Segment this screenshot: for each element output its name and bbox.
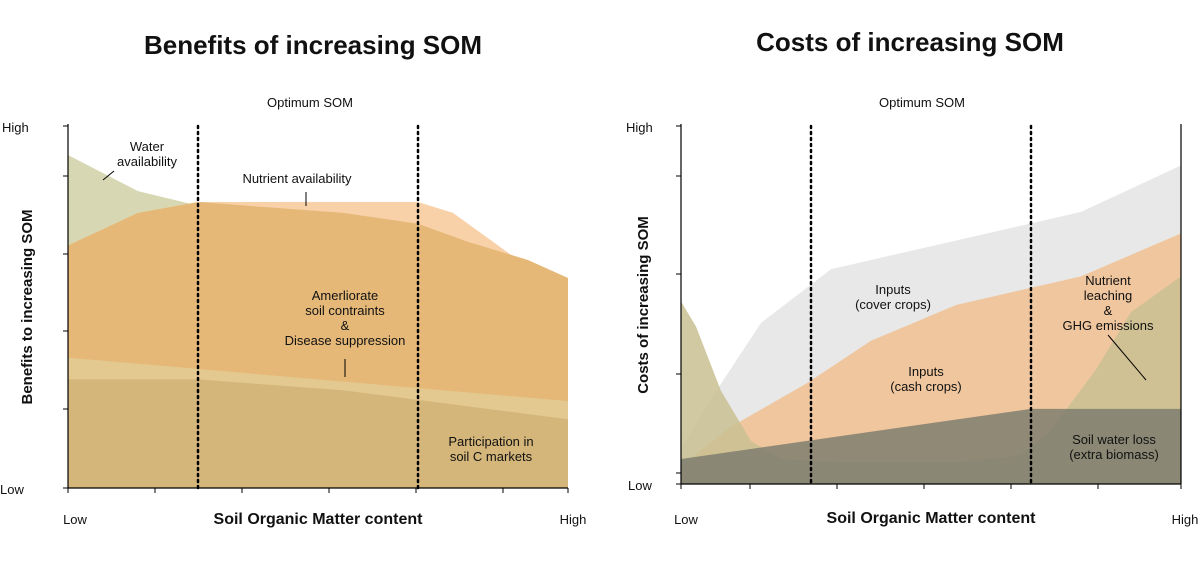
series-label-0: Water availability xyxy=(117,139,177,169)
series-label-1: Nutrient availability xyxy=(242,171,352,186)
chart-title-benefits: Benefits of increasing SOM xyxy=(143,30,483,60)
x-axis-title: Soil Organic Matter content xyxy=(214,511,424,528)
x-axis-title: Soil Organic Matter content xyxy=(827,510,1037,527)
x-tick-label-high: High xyxy=(1172,512,1199,527)
y-axis-title: Costs of increasing SOM xyxy=(635,216,652,394)
series-label-0: Inputs (cover crops) xyxy=(855,282,931,312)
area-series-4 xyxy=(68,379,568,488)
optimum-label: Optimum SOM xyxy=(267,95,353,110)
chart-benefits: Optimum SOM Low High Low High Soil Organic Ma… xyxy=(0,95,586,528)
area-series-3 xyxy=(681,408,1181,484)
series-label-2: Amerliorate soil contraints & Disease suppr… xyxy=(285,288,406,348)
leader-line-0 xyxy=(102,170,115,181)
leader-line-0 xyxy=(1107,334,1147,381)
y-axis-title: Benefits to increasing SOM xyxy=(19,209,36,404)
series-label-3: Participation in soil C markets xyxy=(448,434,533,464)
chart-costs: Optimum SOM Low High Low High Soil Organic Ma… xyxy=(626,95,1198,527)
x-tick-label-low: Low xyxy=(63,512,87,527)
y-tick-label-low: Low xyxy=(0,482,24,497)
x-tick-label-low: Low xyxy=(674,512,698,527)
optimum-label: Optimum SOM xyxy=(879,95,965,110)
x-tick-label-high: High xyxy=(560,512,587,527)
series-label-1: Inputs (cash crops) xyxy=(890,364,962,394)
series-label-3: Soil water loss (extra biomass) xyxy=(1069,432,1159,462)
series-label-2: Nutrient leaching & GHG emissions xyxy=(1062,273,1154,333)
chart-title-costs: Costs of increasing SOM xyxy=(756,27,1064,57)
y-tick-label-high: High xyxy=(626,120,653,135)
y-tick-label-low: Low xyxy=(628,478,652,493)
y-tick-label-high: High xyxy=(2,120,29,135)
